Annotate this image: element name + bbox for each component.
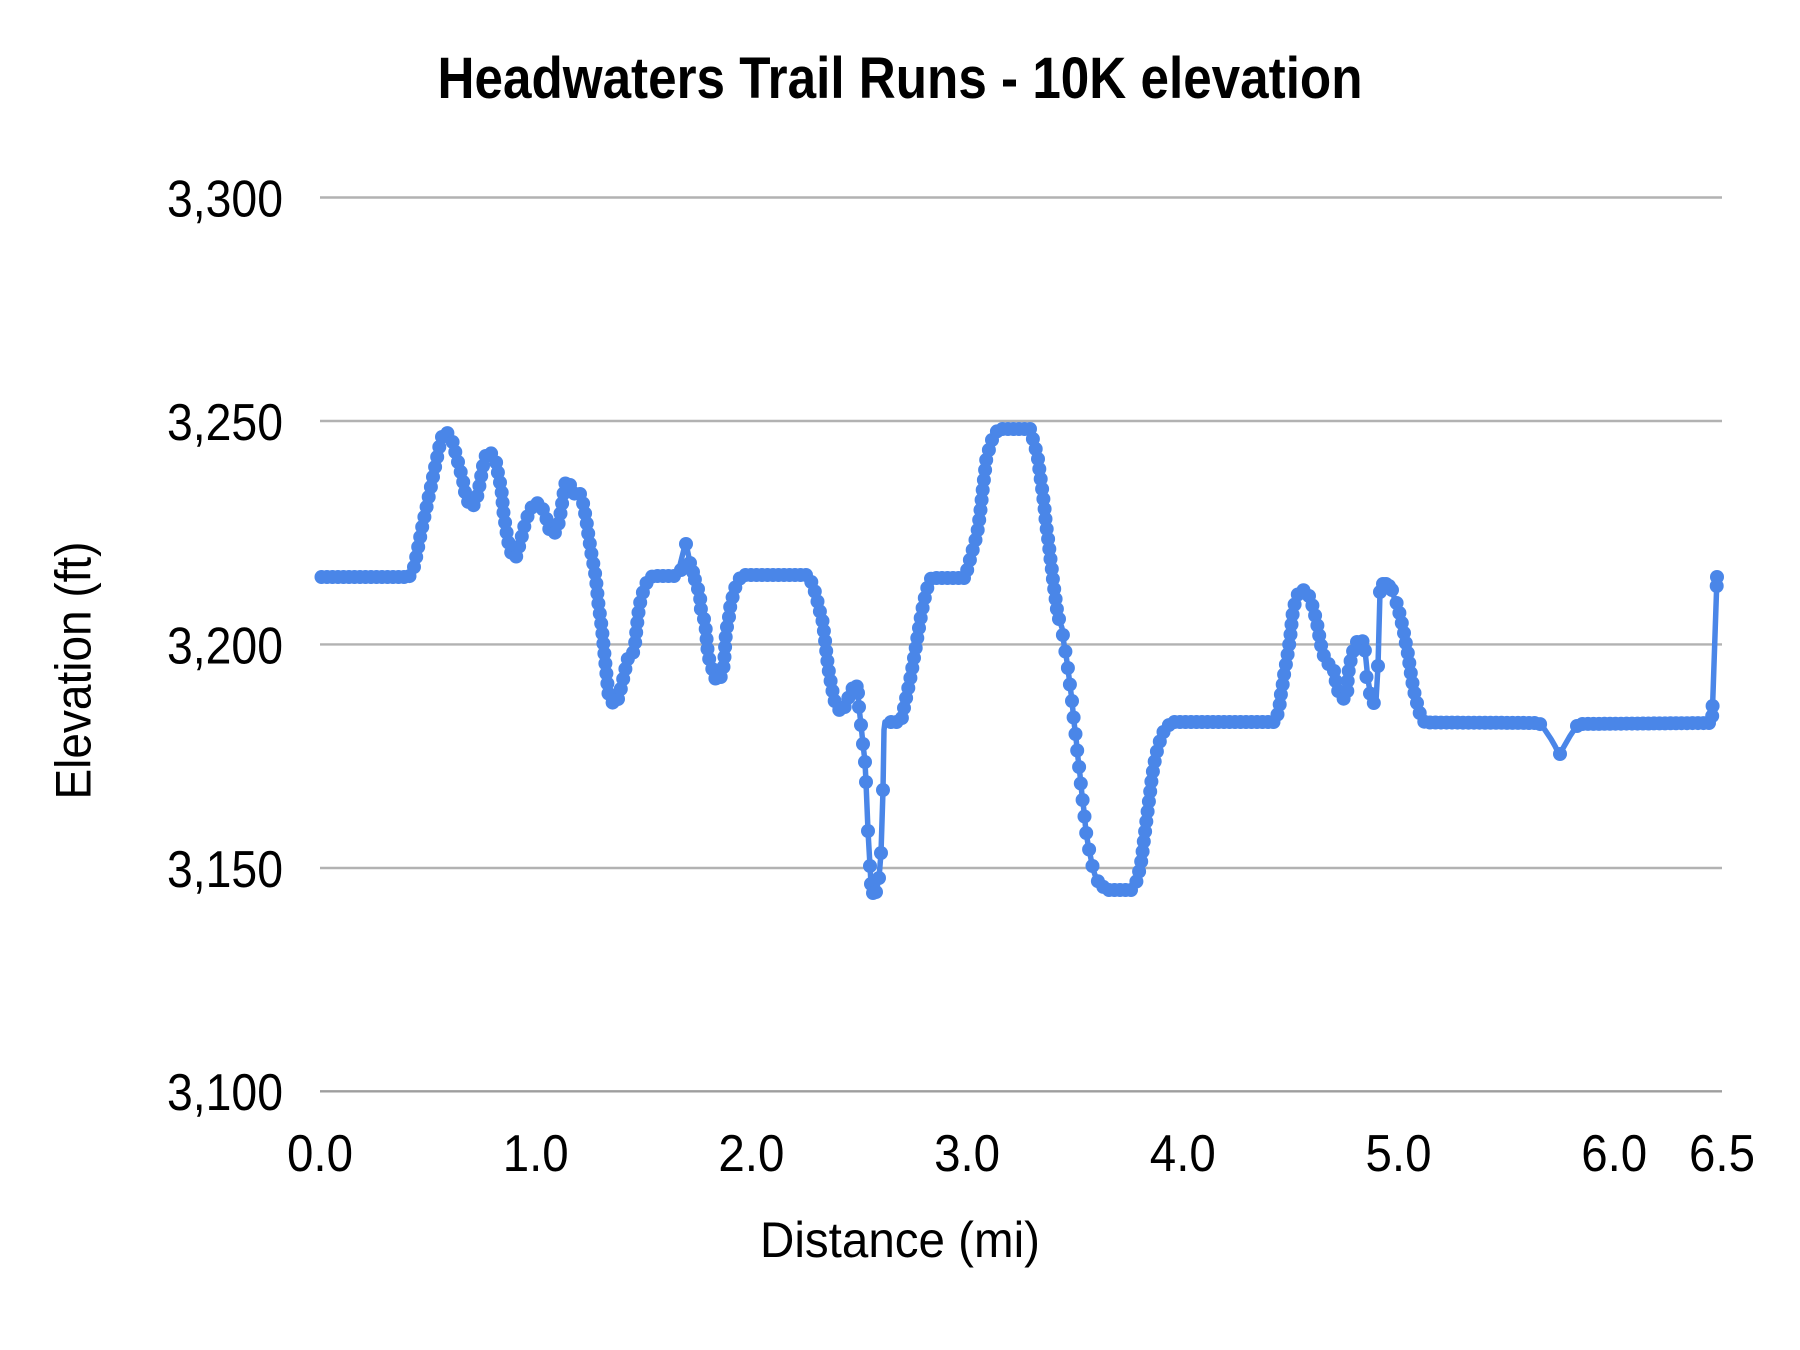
svg-text:Elevation (ft): Elevation (ft) — [45, 542, 101, 800]
svg-text:3,300: 3,300 — [167, 170, 283, 228]
svg-text:4.0: 4.0 — [1150, 1125, 1216, 1183]
svg-text:1.0: 1.0 — [503, 1125, 569, 1183]
svg-text:3.0: 3.0 — [934, 1125, 1000, 1183]
svg-text:6.5: 6.5 — [1689, 1125, 1755, 1183]
svg-text:5.0: 5.0 — [1366, 1125, 1432, 1183]
svg-text:Distance (mi): Distance (mi) — [760, 1212, 1040, 1268]
svg-text:3,150: 3,150 — [167, 841, 283, 899]
svg-text:3,100: 3,100 — [167, 1064, 283, 1122]
svg-text:3,200: 3,200 — [167, 617, 283, 675]
svg-text:2.0: 2.0 — [718, 1125, 784, 1183]
svg-text:Headwaters Trail Runs - 10K el: Headwaters Trail Runs - 10K elevation — [438, 46, 1363, 111]
svg-text:3,250: 3,250 — [167, 394, 283, 452]
svg-text:6.0: 6.0 — [1581, 1125, 1647, 1183]
svg-text:0.0: 0.0 — [287, 1125, 353, 1183]
